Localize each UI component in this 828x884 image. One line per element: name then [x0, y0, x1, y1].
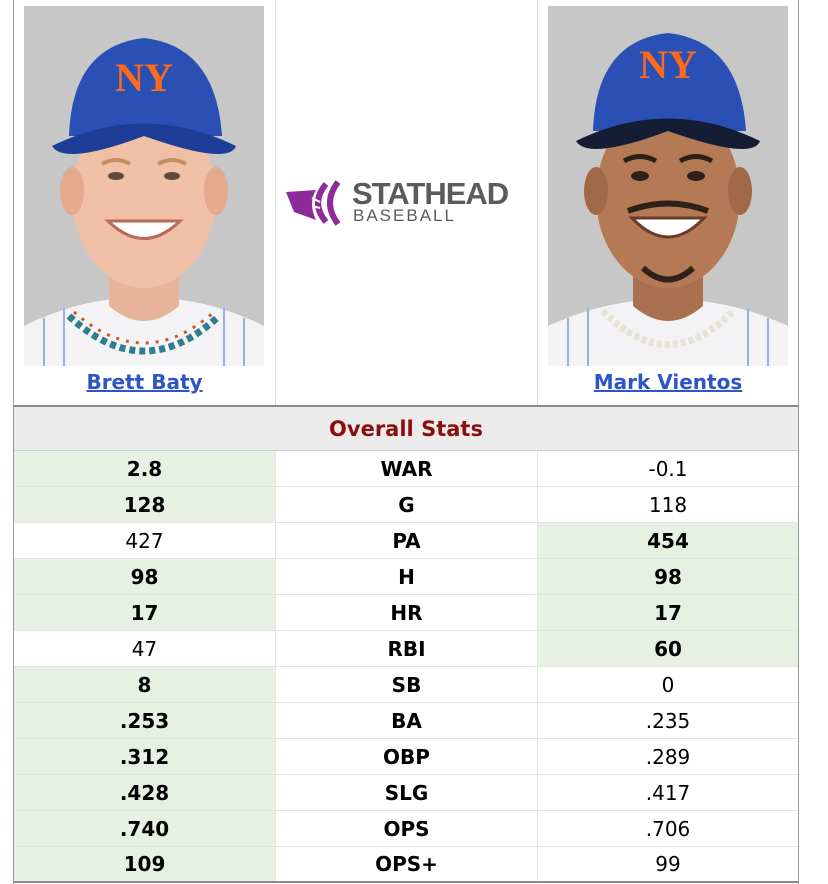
left-player-value: 8 [14, 667, 276, 702]
stat-row: 128 G 118 [14, 487, 798, 523]
right-player-link[interactable]: Mark Vientos [593, 370, 743, 394]
right-player-value: 99 [655, 852, 681, 876]
svg-text:NY: NY [639, 42, 697, 87]
stat-row: 47 RBI 60 [14, 631, 798, 667]
left-player-value: 2.8 [14, 451, 276, 486]
left-player-value: .253 [14, 703, 276, 738]
left-player-value: 98 [14, 559, 276, 594]
right-player-value: .706 [645, 816, 691, 841]
stat-row: 2.8 WAR -0.1 [14, 451, 798, 487]
stats-rows: 2.8 WAR -0.1 128 G 118 427 PA 454 98 H 98 17 HR 17 47 RB… [14, 451, 798, 883]
right-player-value: 0 [661, 672, 675, 697]
stat-row: .312 OBP .289 [14, 739, 798, 775]
left-player-cell: NY Brett Baty [14, 0, 276, 405]
right-player-value: 118 [648, 492, 688, 517]
left-player-value: 17 [14, 595, 276, 630]
right-player-value: 60 [538, 631, 798, 666]
left-player-photo: NY [24, 6, 264, 366]
stat-label: OBP [276, 739, 538, 774]
baseball-logo-icon [286, 180, 341, 226]
stat-label: BA [276, 703, 538, 738]
stat-label: WAR [276, 451, 538, 486]
stat-label: SB [276, 667, 538, 702]
stat-row: 109 OPS+ 99 [14, 847, 798, 883]
left-player-value: 427 [14, 523, 276, 558]
logo-text-baseball: BASEBALL [353, 206, 456, 225]
stat-label: RBI [276, 631, 538, 666]
right-player-value: .235 [645, 708, 691, 733]
right-player-value: 454 [538, 523, 798, 558]
stat-row: 17 HR 17 [14, 595, 798, 631]
right-player-value: .289 [645, 744, 691, 769]
svg-text:NY: NY [115, 55, 173, 100]
right-player-value: .417 [645, 780, 691, 805]
left-player-value: .740 [14, 811, 276, 846]
stat-label: HR [276, 595, 538, 630]
stat-row: .253 BA .235 [14, 703, 798, 739]
stat-label: PA [276, 523, 538, 558]
left-player-value: 109 [14, 847, 276, 881]
stat-label: SLG [276, 775, 538, 810]
logo-cell: STATHEAD BASEBALL [276, 0, 538, 405]
right-player-cell: NY Mark Vientos [538, 0, 798, 405]
stathead-logo[interactable]: STATHEAD BASEBALL [286, 176, 528, 228]
left-player-value: .312 [14, 739, 276, 774]
left-player-value: 128 [14, 487, 276, 522]
logo-text-stathead: STATHEAD [352, 176, 509, 211]
stat-row: 8 SB 0 [14, 667, 798, 703]
stat-label: OPS+ [276, 847, 538, 881]
stat-row: 98 H 98 [14, 559, 798, 595]
left-player-value: 47 [14, 631, 276, 666]
stat-row: .740 OPS .706 [14, 811, 798, 847]
section-title: Overall Stats [14, 405, 798, 451]
right-player-value: -0.1 [648, 456, 688, 481]
left-player-link[interactable]: Brett Baty [86, 370, 203, 394]
comparison-table: NY Brett Baty STATHEAD BASEBALL [13, 0, 799, 884]
stat-label: G [276, 487, 538, 522]
right-player-photo: NY [548, 6, 788, 366]
left-player-value: .428 [14, 775, 276, 810]
stat-label: H [276, 559, 538, 594]
right-player-value: 17 [538, 595, 798, 630]
stat-row: .428 SLG .417 [14, 775, 798, 811]
player-header: NY Brett Baty STATHEAD BASEBALL [14, 0, 798, 405]
stat-row: 427 PA 454 [14, 523, 798, 559]
stat-label: OPS [276, 811, 538, 846]
right-player-value: 98 [538, 559, 798, 594]
